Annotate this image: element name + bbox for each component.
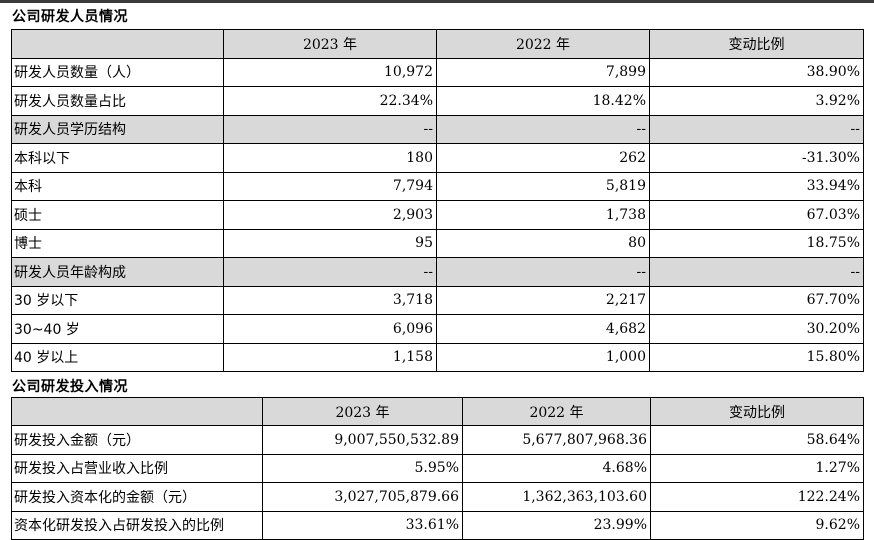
table-row: 硕士 2,903 1,738 67.03% <box>11 200 864 230</box>
value-2023: -- <box>223 257 437 287</box>
value-change: 38.90% <box>649 57 864 87</box>
header-row: 2023 年 2022 年变动比例 <box>11 29 864 59</box>
row-label: 研发投入占营业收入比例 <box>11 453 263 484</box>
value-2022: 4,682 <box>436 314 650 344</box>
value-2023: -- <box>223 114 437 144</box>
row-label: 研发人员年龄构成 <box>11 257 224 287</box>
value-change: 33.94% <box>649 171 864 201</box>
value-2023: 3,718 <box>223 285 437 315</box>
value-2023: 6,096 <box>223 314 437 344</box>
value-2022: 4.68% <box>462 453 651 484</box>
value-2023: 3,027,705,879.66 <box>262 482 463 512</box>
value-2023: 1,158 <box>223 342 437 372</box>
table-row: 研发人员数量（人） 10,972 7,899 38.90% <box>11 57 864 87</box>
value-2022: -- <box>436 257 650 287</box>
row-label: 30 岁以下 <box>11 285 224 315</box>
value-2022: 2,217 <box>436 285 650 315</box>
value-change: -- <box>649 114 864 144</box>
value-change: 1.27% <box>650 453 864 484</box>
header-change: 变动比例 <box>650 396 864 427</box>
value-change: -31.30% <box>649 143 864 173</box>
row-label: 本科 <box>11 171 224 201</box>
value-change: 9.62% <box>650 510 864 540</box>
table-row: 研发投入占营业收入比例 5.95% 4.68% 1.27% <box>11 453 864 484</box>
header-row: 2023 年 2022 年变动比例 <box>11 396 864 427</box>
investment-table: 2023 年 2022 年变动比例 研发投入金额（元） 9,007,550,532.8… <box>11 396 864 540</box>
row-label: 研发人员数量占比 <box>11 86 224 116</box>
top-border <box>0 0 874 3</box>
value-2023: 33.61% <box>262 510 463 540</box>
value-change: -- <box>649 257 864 287</box>
table-row: 本科以下 180 262 -31.30% <box>11 143 864 173</box>
header-2023: 2023 年 <box>262 396 463 427</box>
value-2022: 1,738 <box>436 200 650 230</box>
row-label: 博士 <box>11 228 224 258</box>
row-label: 40 岁以上 <box>11 342 224 372</box>
value-change: 122.24% <box>650 482 864 512</box>
value-2023: 22.34% <box>223 86 437 116</box>
value-2022: 7,899 <box>436 57 650 87</box>
table-row: 40 岁以上 1,158 1,000 15.80% <box>11 342 864 372</box>
value-2022: 5,677,807,968.36 <box>462 425 651 455</box>
row-label: 资本化研发投入占研发投入的比例 <box>11 510 263 540</box>
value-2022: 5,819 <box>436 171 650 201</box>
value-change: 3.92% <box>649 86 864 116</box>
value-2022: -- <box>436 114 650 144</box>
section-title-investment: 公司研发投入情况 <box>12 379 128 395</box>
personnel-table: 2023 年 2022 年变动比例 研发人员数量（人） 10,972 7,899 38.9… <box>11 29 864 372</box>
value-2022: 80 <box>436 228 650 258</box>
row-label: 研发人员数量（人） <box>11 57 224 87</box>
value-change: 18.75% <box>649 228 864 258</box>
header-change: 变动比例 <box>649 29 864 59</box>
table-row: 30 岁以下 3,718 2,217 67.70% <box>11 285 864 315</box>
value-2023: 2,903 <box>223 200 437 230</box>
value-2022: 1,362,363,103.60 <box>462 482 651 512</box>
table-row: 30~40 岁 6,096 4,682 30.20% <box>11 314 864 344</box>
row-label: 研发人员学历结构 <box>11 114 224 144</box>
value-2023: 5.95% <box>262 453 463 484</box>
table-row: 研发人员年龄构成 -- -- -- <box>11 257 864 287</box>
header-blank-cell <box>11 29 224 59</box>
value-change: 58.64% <box>650 425 864 455</box>
table-row: 本科 7,794 5,819 33.94% <box>11 171 864 201</box>
header-blank-cell <box>11 396 263 427</box>
value-2022: 23.99% <box>462 510 651 540</box>
header-2022: 2022 年 <box>436 29 650 59</box>
value-2023: 9,007,550,532.89 <box>262 425 463 455</box>
row-label: 研发投入资本化的金额（元） <box>11 482 263 512</box>
table-row: 研发投入资本化的金额（元） 3,027,705,879.66 1,362,363,1… <box>11 482 864 512</box>
value-2022: 262 <box>436 143 650 173</box>
value-change: 30.20% <box>649 314 864 344</box>
row-label: 30~40 岁 <box>11 314 224 344</box>
header-2022: 2022 年 <box>462 396 651 427</box>
table-row: 研发人员学历结构 -- -- -- <box>11 114 864 144</box>
header-2023: 2023 年 <box>223 29 437 59</box>
row-label: 硕士 <box>11 200 224 230</box>
section-title-personnel: 公司研发人员情况 <box>12 9 128 25</box>
value-2022: 1,000 <box>436 342 650 372</box>
row-label: 研发投入金额（元） <box>11 425 263 455</box>
table-row: 资本化研发投入占研发投入的比例 33.61% 23.99% 9.62% <box>11 510 864 540</box>
table-row: 研发人员数量占比 22.34% 18.42% 3.92% <box>11 86 864 116</box>
value-2023: 7,794 <box>223 171 437 201</box>
value-2023: 95 <box>223 228 437 258</box>
value-2022: 18.42% <box>436 86 650 116</box>
row-label: 本科以下 <box>11 143 224 173</box>
value-2023: 10,972 <box>223 57 437 87</box>
value-change: 67.70% <box>649 285 864 315</box>
table-row: 博士 95 80 18.75% <box>11 228 864 258</box>
table-row: 研发投入金额（元） 9,007,550,532.89 5,677,807,968.3… <box>11 425 864 455</box>
value-change: 67.03% <box>649 200 864 230</box>
value-2023: 180 <box>223 143 437 173</box>
value-change: 15.80% <box>649 342 864 372</box>
